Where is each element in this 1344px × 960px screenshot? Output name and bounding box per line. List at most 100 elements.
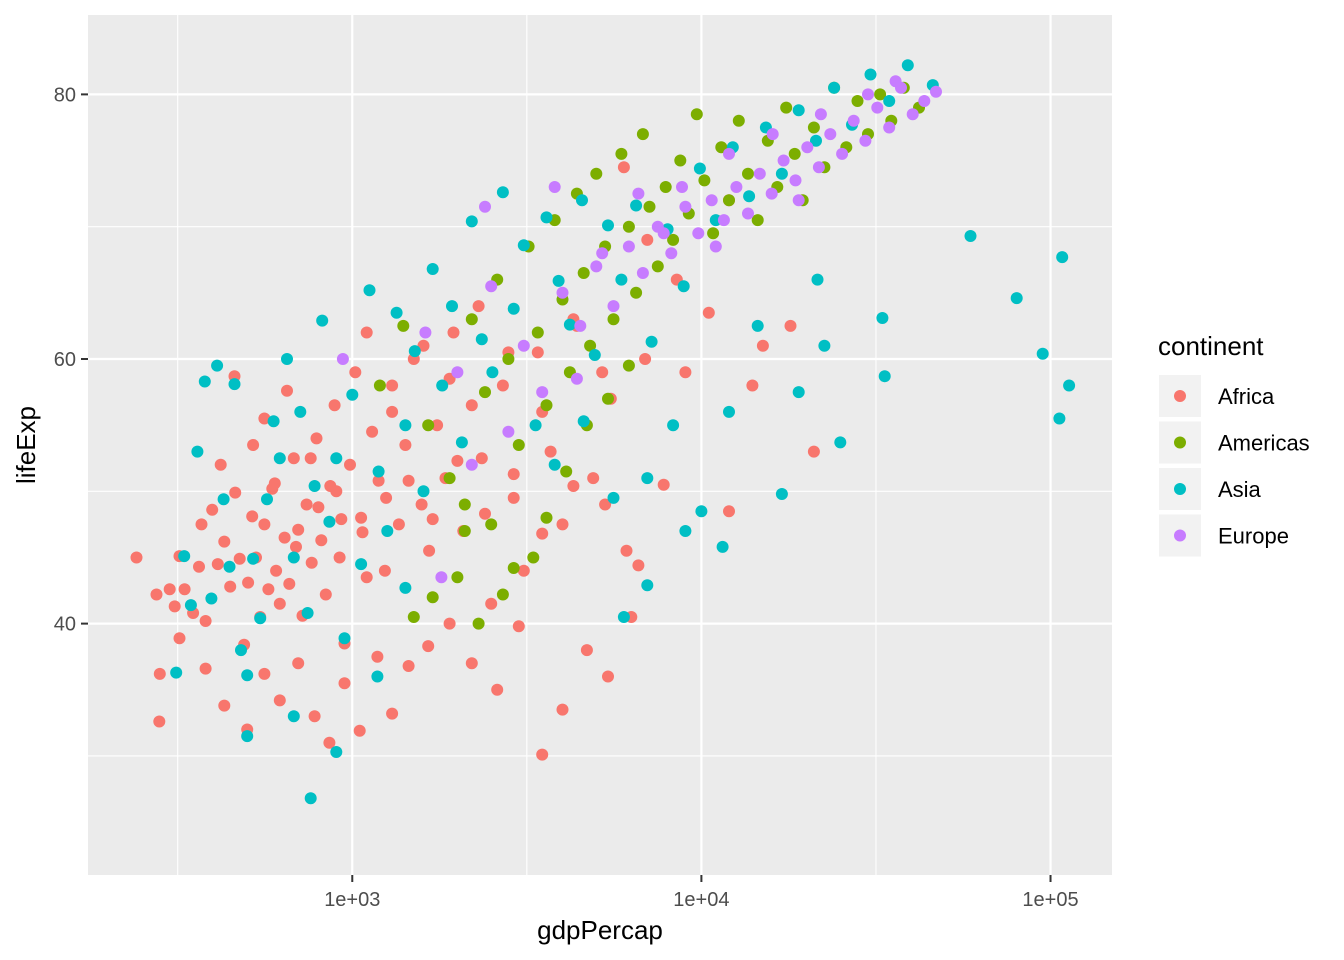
- legend-label-americas: Americas: [1218, 431, 1310, 456]
- point-americas: [622, 359, 635, 372]
- point-asia: [399, 581, 412, 594]
- point-africa: [620, 544, 633, 557]
- point-asia: [330, 746, 343, 758]
- point-europe: [419, 326, 432, 339]
- point-africa: [431, 419, 444, 432]
- point-europe: [709, 240, 722, 253]
- point-africa: [273, 694, 286, 707]
- point-europe: [574, 319, 587, 332]
- point-africa: [292, 523, 305, 536]
- point-europe: [665, 247, 678, 260]
- point-asia: [1053, 412, 1066, 425]
- point-asia: [217, 493, 230, 506]
- point-asia: [878, 370, 891, 383]
- point-americas: [451, 571, 464, 584]
- point-americas: [630, 286, 643, 299]
- point-asia: [301, 607, 314, 619]
- point-europe: [824, 128, 837, 141]
- point-europe: [590, 260, 603, 273]
- x-axis-title: gdpPercap: [537, 915, 663, 945]
- point-asia: [641, 472, 654, 485]
- point-americas: [607, 313, 620, 326]
- point-africa: [807, 445, 820, 458]
- point-africa: [465, 399, 478, 412]
- point-asia: [399, 419, 412, 432]
- panel-background: [88, 15, 1112, 875]
- point-americas: [527, 551, 540, 564]
- point-europe: [753, 167, 766, 180]
- point-africa: [756, 339, 769, 352]
- point-africa: [617, 161, 630, 174]
- point-africa: [330, 485, 343, 498]
- point-europe: [723, 147, 735, 160]
- point-africa: [399, 439, 412, 451]
- point-asia: [346, 388, 359, 401]
- point-asia: [436, 379, 449, 392]
- point-asia: [355, 558, 368, 571]
- point-europe: [862, 88, 874, 101]
- point-africa: [150, 588, 163, 601]
- point-africa: [333, 551, 346, 564]
- point-asia: [677, 280, 690, 293]
- point-africa: [262, 583, 275, 596]
- point-africa: [273, 597, 286, 610]
- point-europe: [859, 134, 872, 147]
- point-asia: [323, 515, 336, 528]
- point-africa: [491, 683, 504, 696]
- axes: 1e+03 1e+04 1e+05 40 60 80: [54, 84, 1079, 911]
- point-europe: [517, 339, 530, 352]
- point-africa: [556, 518, 569, 531]
- y-tick-label: 80: [54, 84, 76, 106]
- point-americas: [577, 267, 590, 279]
- point-europe: [792, 194, 805, 207]
- point-africa: [496, 379, 509, 392]
- point-europe: [679, 200, 692, 213]
- point-europe: [705, 194, 718, 207]
- point-asia: [241, 730, 254, 743]
- point-africa: [319, 588, 332, 601]
- point-africa: [305, 556, 318, 569]
- data-points: [130, 59, 1076, 805]
- point-asia: [287, 551, 300, 564]
- legend-swatch-americas: [1174, 436, 1186, 449]
- point-africa: [378, 564, 391, 577]
- point-asia: [630, 199, 643, 212]
- point-asia: [588, 349, 601, 361]
- point-africa: [308, 710, 321, 723]
- point-asia: [465, 215, 478, 228]
- point-europe: [918, 95, 931, 107]
- point-africa: [310, 432, 323, 445]
- point-asia: [178, 550, 191, 563]
- point-africa: [386, 405, 399, 418]
- point-europe: [906, 108, 919, 121]
- point-europe: [636, 267, 649, 279]
- point-europe: [485, 280, 498, 293]
- point-africa: [426, 513, 439, 526]
- point-africa: [451, 454, 464, 467]
- point-americas: [622, 220, 635, 233]
- point-europe: [657, 227, 670, 240]
- point-asia: [198, 375, 211, 388]
- point-asia: [552, 274, 565, 287]
- point-asia: [254, 612, 267, 625]
- point-africa: [199, 662, 212, 675]
- point-africa: [485, 597, 498, 610]
- point-asia: [883, 95, 896, 107]
- point-africa: [211, 558, 224, 571]
- point-americas: [479, 386, 491, 399]
- point-africa: [386, 707, 399, 720]
- point-africa: [292, 657, 305, 670]
- legend: continent Africa Americas Asia Europe: [1158, 331, 1310, 557]
- point-asia: [184, 599, 197, 612]
- legend-label-africa: Africa: [1218, 384, 1275, 409]
- point-africa: [268, 477, 281, 490]
- point-africa: [247, 439, 260, 451]
- point-americas: [674, 154, 687, 167]
- point-americas: [426, 591, 439, 604]
- point-asia: [723, 405, 735, 418]
- point-africa: [360, 326, 373, 339]
- point-africa: [386, 379, 399, 392]
- point-africa: [281, 384, 293, 397]
- point-europe: [789, 174, 802, 187]
- point-asia: [775, 488, 788, 500]
